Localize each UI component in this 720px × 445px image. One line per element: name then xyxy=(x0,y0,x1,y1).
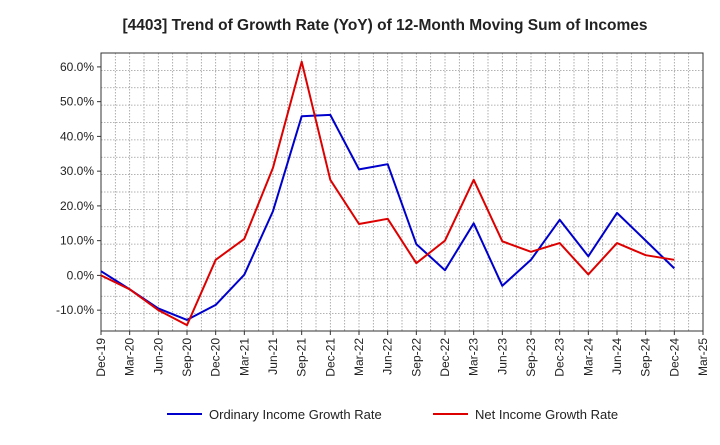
y-tick-label: 50.0% xyxy=(60,95,94,109)
x-tick-label: Mar-22 xyxy=(352,338,366,376)
x-tick-label: Dec-19 xyxy=(94,338,108,377)
x-tick-label: Dec-21 xyxy=(323,338,337,377)
x-tick-label: Dec-23 xyxy=(553,338,567,377)
x-tick-label: Jun-21 xyxy=(266,338,280,375)
series-lines xyxy=(100,60,675,327)
grid-lines xyxy=(100,52,704,332)
y-tick-label: 40.0% xyxy=(60,129,94,143)
legend: Ordinary Income Growth Rate Net Income Gr… xyxy=(167,407,618,422)
y-tick-label: 30.0% xyxy=(60,164,94,178)
series-line-1 xyxy=(100,113,675,321)
x-tick-label: Sep-22 xyxy=(409,338,423,377)
x-tick-label: Mar-24 xyxy=(581,338,595,376)
x-tick-label: Jun-20 xyxy=(151,338,165,375)
chart-title: [4403] Trend of Growth Rate (YoY) of 12-… xyxy=(122,17,647,34)
y-tick-label: 10.0% xyxy=(60,234,94,248)
x-tick-label: Mar-20 xyxy=(123,338,137,376)
x-axis: Dec-19 Mar-20 Jun-20 Sep-20 Dec-20 Mar-21 Jun-… xyxy=(94,331,710,377)
y-tick-label: 20.0% xyxy=(60,199,94,213)
y-tick-label: -10.0% xyxy=(56,303,94,317)
x-tick-label: Mar-21 xyxy=(237,338,251,376)
x-tick-label: Jun-22 xyxy=(381,338,395,375)
x-tick-label: Mar-25 xyxy=(696,338,710,376)
legend-label-2: Net Income Growth Rate xyxy=(475,407,618,422)
x-tick-label: Jun-24 xyxy=(610,338,624,375)
x-tick-label: Sep-23 xyxy=(524,338,538,377)
series-line-2 xyxy=(100,60,675,327)
y-tick-label: 0.0% xyxy=(67,268,95,282)
x-tick-label: Jun-23 xyxy=(495,338,509,375)
x-tick-label: Dec-20 xyxy=(209,338,223,377)
y-axis: -10.0% 0.0% 10.0% 20.0% 30.0% 40.0% 50.0% 60.0% xyxy=(56,60,101,317)
x-tick-label: Mar-23 xyxy=(467,338,481,376)
y-tick-label: 60.0% xyxy=(60,60,94,74)
x-tick-label: Sep-20 xyxy=(180,338,194,377)
legend-label-1: Ordinary Income Growth Rate xyxy=(209,407,382,422)
x-tick-label: Dec-22 xyxy=(438,338,452,377)
x-tick-label: Sep-21 xyxy=(295,338,309,377)
x-tick-label: Dec-24 xyxy=(667,338,681,377)
plot-area xyxy=(100,52,704,332)
x-tick-label: Sep-24 xyxy=(639,338,653,377)
